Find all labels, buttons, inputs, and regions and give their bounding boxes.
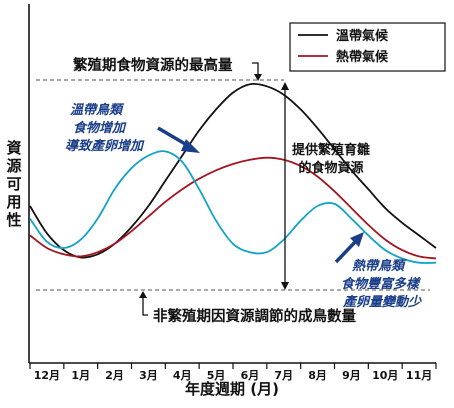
annotation-temperate-line-1: 溫帶鳥類 — [70, 102, 125, 118]
series-line-cyan — [29, 150, 437, 264]
y-axis-label-char: 用 — [6, 193, 21, 211]
x-tick-labels: 12月 1月 2月 3月 4月 5月 6月 7月 8月 9月 10月 11月 — [34, 369, 432, 382]
x-tick-label: 12月 — [34, 369, 60, 382]
legend-box — [289, 22, 446, 72]
x-tick-label: 4月 — [173, 369, 192, 382]
annotation-max-food-arrowhead — [254, 74, 262, 81]
series-line-tropical — [29, 156, 437, 260]
annotation-nonbreeding-arrowhead — [139, 291, 147, 298]
annotation-tropical-arrow — [334, 238, 359, 264]
legend: 溫帶氣候 熱帶氣候 — [289, 22, 446, 72]
x-ticks — [29, 363, 437, 369]
x-tick-label: 7月 — [274, 369, 293, 382]
x-tick-label: 11月 — [406, 369, 432, 382]
annotation-temperate-line-3: 導致產卵增加 — [65, 138, 145, 154]
x-tick-label: 8月 — [308, 369, 327, 382]
annotation-nonbreeding: 非繁殖期因資源調節的成鳥數量 — [153, 307, 356, 325]
annotation-breeding-food-line-2: 的食物資源 — [298, 160, 363, 176]
annotation-max-food-leader — [252, 62, 259, 78]
x-tick-label: 2月 — [105, 369, 124, 382]
y-axis-label-char: 資 — [6, 139, 21, 157]
x-tick-label: 1月 — [71, 369, 90, 382]
x-tick-label: 10月 — [372, 369, 398, 382]
x-tick-label: 3月 — [139, 369, 158, 382]
y-axis-label-char: 可 — [6, 175, 21, 193]
breeding-food-arrow-top — [281, 82, 289, 90]
legend-label-temperate: 溫帶氣候 — [336, 28, 389, 44]
annotation-max-food: 繁殖期食物資源的最高量 — [72, 56, 233, 74]
y-axis-label-char: 源 — [6, 157, 21, 175]
annotation-temperate-line-2: 食物增加 — [73, 120, 127, 136]
x-tick-label: 9月 — [342, 369, 361, 382]
breeding-food-arrow-bottom — [281, 282, 289, 290]
series-line-temperate — [29, 82, 437, 259]
annotation-tropical-line-2: 食物豐富多樣 — [341, 276, 421, 292]
y-axis-label-char: 性 — [6, 211, 21, 229]
annotation-tropical-arrowhead — [350, 232, 364, 247]
legend-label-tropical: 熱帶氣候 — [336, 49, 389, 65]
annotation-tropical-line-1: 熱帶鳥類 — [351, 258, 407, 274]
x-tick-label: 6月 — [241, 369, 260, 382]
annotation-nonbreeding-leader — [142, 295, 148, 316]
x-axis-label: 年度週期 (月) — [185, 380, 279, 398]
annotation-breeding-food-line-1: 提供繁殖育雛 — [292, 142, 370, 158]
annotation-temperate-arrowhead — [181, 139, 200, 153]
annotation-tropical-line-3: 產卵量變動少 — [342, 294, 422, 310]
series-layer — [29, 82, 437, 264]
x-tick-label: 5月 — [207, 369, 226, 382]
